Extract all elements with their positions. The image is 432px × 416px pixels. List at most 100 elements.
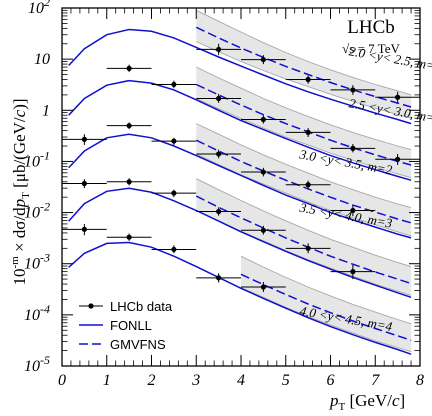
data-marker xyxy=(171,138,177,144)
data-point-3-4 xyxy=(241,225,286,235)
fonll-curve-1 xyxy=(68,79,412,181)
experiment-label: LHCb xyxy=(347,17,395,38)
legend-label-fonll: FONLL xyxy=(110,318,152,333)
legend: LHCb data FONLL GMVFNS xyxy=(79,299,173,352)
data-point-4-1 xyxy=(106,233,152,241)
axis-ticks xyxy=(62,8,420,366)
fonll-curve-2 xyxy=(68,133,412,239)
data-marker xyxy=(216,275,222,281)
data-point-0-3 xyxy=(330,85,376,95)
data-marker xyxy=(126,123,132,129)
data-point-1-2 xyxy=(196,93,241,103)
data-point-3-0 xyxy=(62,179,107,189)
data-marker xyxy=(350,269,356,275)
data-point-3-6 xyxy=(330,264,376,280)
data-marker xyxy=(260,116,266,123)
x-tick-label: 1 xyxy=(103,372,111,389)
data-marker xyxy=(350,207,356,214)
x-tick-label: 5 xyxy=(282,372,290,389)
data-marker xyxy=(126,234,132,240)
data-point-0-4 xyxy=(375,91,420,103)
energy-label: √s = 7 TeV xyxy=(342,41,400,56)
gmvfns-band-lower-1 xyxy=(196,98,412,179)
gmvfns-band-lower-0 xyxy=(196,41,412,119)
y-tick-label: 102 xyxy=(28,0,50,17)
data-point-1-0 xyxy=(106,64,152,73)
gmvfns-band-1 xyxy=(196,67,412,178)
data-marker xyxy=(260,169,266,175)
data-point-2-0 xyxy=(62,134,107,145)
data-marker xyxy=(305,76,311,83)
data-marker xyxy=(171,246,177,253)
data-point-4-0 xyxy=(62,223,107,236)
data-point-1-4 xyxy=(285,128,331,138)
y-tick-label: 10-3 xyxy=(24,251,50,273)
data-point-1-6 xyxy=(375,153,420,166)
data-point-2-4 xyxy=(241,167,286,177)
gmvfns-curve-0 xyxy=(195,26,412,108)
data-point-2-5 xyxy=(285,180,331,189)
data-point-2-3 xyxy=(196,149,241,159)
y-tick-label: 10 xyxy=(34,51,50,68)
data-marker xyxy=(260,284,266,290)
data-point-0-1 xyxy=(241,55,286,65)
data-point-3-3 xyxy=(196,207,241,216)
data-marker xyxy=(395,94,401,100)
data-marker xyxy=(305,182,311,188)
gmvfns-band-2 xyxy=(196,123,412,236)
legend-marker-data xyxy=(79,303,103,309)
data-point-4-2 xyxy=(151,245,197,254)
data-point-3-5 xyxy=(285,243,331,254)
data-marker xyxy=(305,129,311,135)
data-marker xyxy=(260,227,266,233)
legend-label-data: LHCb data xyxy=(110,299,173,314)
gmvfns-band-lower-2 xyxy=(196,153,412,237)
data-point-2-2 xyxy=(151,137,197,145)
gmvfns-band-4 xyxy=(241,256,412,352)
x-tick-label: 2 xyxy=(148,372,156,389)
data-marker xyxy=(260,56,266,63)
y-tick-label: 10-2 xyxy=(24,200,50,222)
data-point-3-2 xyxy=(151,189,197,198)
x-tick-label: 8 xyxy=(416,372,424,389)
data-marker xyxy=(216,46,222,53)
x-tick-label: 6 xyxy=(327,372,335,389)
fonll-curve-3 xyxy=(68,187,412,299)
x-axis-title: pT [GeV/c] xyxy=(329,391,405,413)
legend-label-gmvfns: GMVFNS xyxy=(110,337,166,352)
data-marker xyxy=(126,179,132,185)
x-tick-labels: 0 1 2 3 4 5 6 7 8 xyxy=(58,372,424,389)
fonll-curve-0 xyxy=(68,28,412,125)
data-point-1-1 xyxy=(151,80,197,89)
theory-curves xyxy=(68,26,412,355)
gmvfns-curve-4 xyxy=(240,273,412,341)
data-marker xyxy=(81,180,87,187)
data-marker xyxy=(216,208,222,215)
data-point-2-6 xyxy=(330,205,376,217)
data-marker xyxy=(216,151,222,157)
data-point-2-1 xyxy=(106,122,152,130)
data-marker xyxy=(395,156,401,162)
y-tick-label: 10-4 xyxy=(24,302,50,324)
data-point-0-0 xyxy=(196,43,241,56)
data-marker xyxy=(305,245,311,251)
y-axis-title: 10-m × dσ/dpT [μb/(GeV/c)] xyxy=(9,98,32,285)
data-point-0-2 xyxy=(285,75,331,84)
gmvfns-band-upper-3 xyxy=(196,178,412,268)
data-marker xyxy=(171,190,177,196)
y-tick-label: 10-1 xyxy=(24,148,50,170)
x-tick-label: 3 xyxy=(191,372,200,389)
gmvfns-band-upper-1 xyxy=(196,66,412,151)
gmvfns-band-lower-4 xyxy=(240,287,412,353)
data-marker xyxy=(350,87,356,93)
data-point-4-3 xyxy=(196,273,241,283)
data-point-1-5 xyxy=(330,143,376,153)
y-tick-label: 10-5 xyxy=(24,353,50,375)
data-marker xyxy=(81,226,87,232)
gmvfns-band-upper-0 xyxy=(196,9,412,96)
gmvfns-band-upper-4 xyxy=(240,255,412,325)
data-marker xyxy=(216,95,222,102)
data-marker xyxy=(126,65,132,71)
data-point-1-3 xyxy=(241,115,286,124)
